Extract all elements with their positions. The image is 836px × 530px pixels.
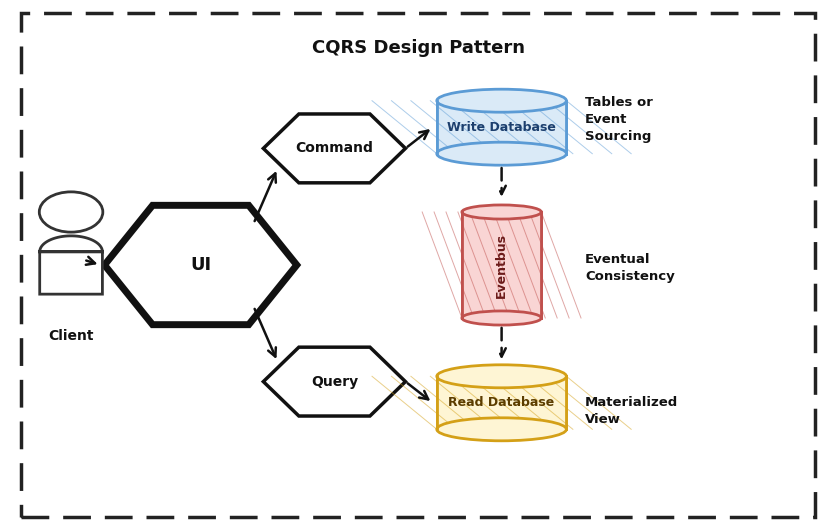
Text: Client: Client <box>48 329 94 342</box>
Text: Eventual
Consistency: Eventual Consistency <box>585 253 675 282</box>
Ellipse shape <box>461 311 542 325</box>
Text: Materialized
View: Materialized View <box>585 396 679 426</box>
Polygon shape <box>263 347 405 416</box>
Text: Eventbus: Eventbus <box>495 233 508 297</box>
Text: Write Database: Write Database <box>447 121 556 134</box>
Bar <box>436 101 567 154</box>
Text: UI: UI <box>190 256 212 274</box>
Polygon shape <box>104 205 297 325</box>
Text: Query: Query <box>311 375 358 388</box>
Ellipse shape <box>436 418 567 441</box>
Text: Read Database: Read Database <box>448 396 555 409</box>
Polygon shape <box>263 114 405 183</box>
Text: CQRS Design Pattern: CQRS Design Pattern <box>312 39 524 57</box>
Circle shape <box>39 192 103 232</box>
Bar <box>436 376 567 429</box>
Ellipse shape <box>436 89 567 112</box>
Text: Command: Command <box>295 142 374 155</box>
Text: Tables or
Event
Sourcing: Tables or Event Sourcing <box>585 96 653 143</box>
Ellipse shape <box>436 365 567 388</box>
Polygon shape <box>40 236 102 294</box>
Ellipse shape <box>461 205 542 219</box>
Ellipse shape <box>436 142 567 165</box>
Bar <box>461 212 542 318</box>
